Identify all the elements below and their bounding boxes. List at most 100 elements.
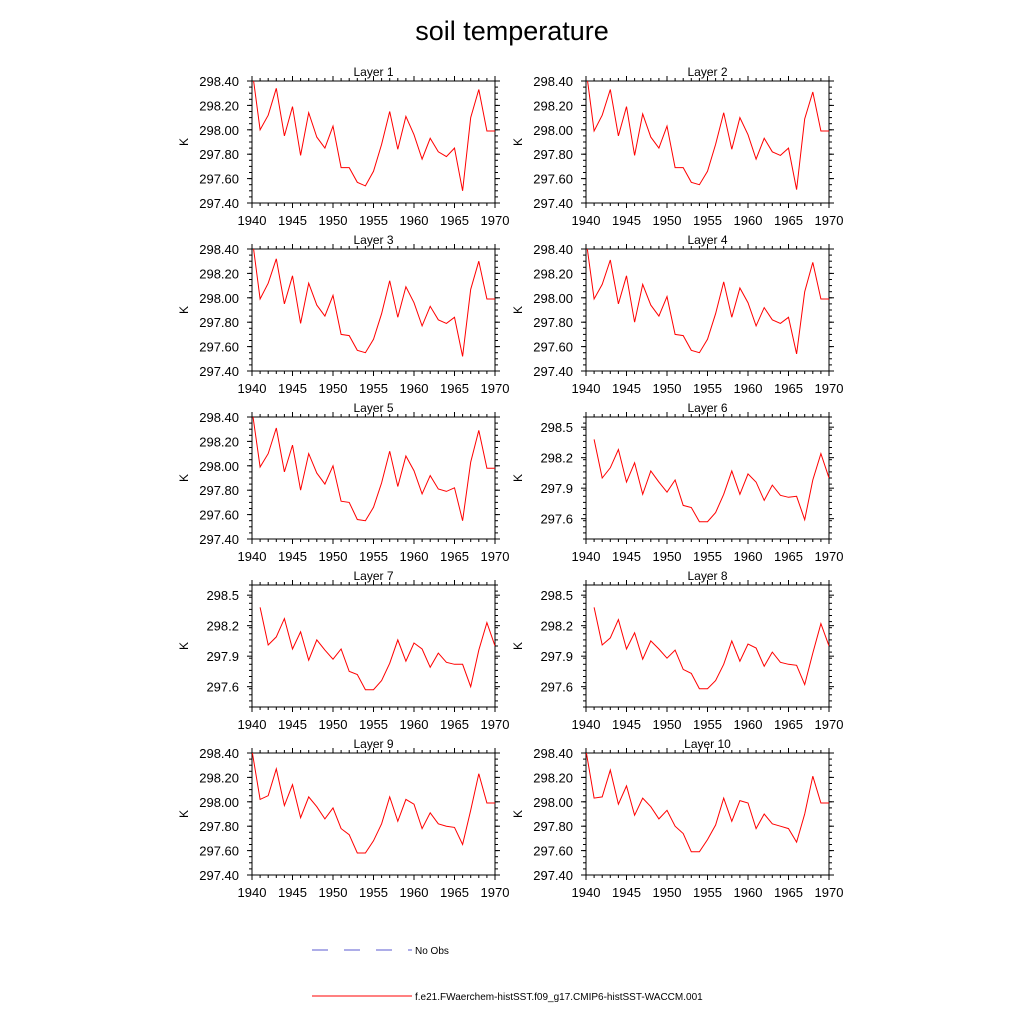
x-tick-label: 1970 (815, 213, 844, 228)
series-line (593, 439, 829, 523)
y-tick-label: 298.00 (199, 123, 239, 138)
y-tick-label: 298.5 (540, 420, 573, 435)
series-line (259, 607, 495, 691)
y-tick-label: 298.40 (533, 746, 573, 761)
x-tick-label: 1940 (572, 885, 601, 900)
x-tick-label: 1965 (774, 885, 803, 900)
y-tick-label: 298.20 (533, 266, 573, 281)
y-tick-label: 297.40 (533, 196, 573, 211)
x-tick-label: 1940 (238, 549, 267, 564)
x-tick-label: 1940 (238, 717, 267, 732)
y-tick-label: 298.00 (199, 459, 239, 474)
y-tick-label: 297.60 (533, 340, 573, 355)
plot-frame (585, 80, 830, 204)
y-tick-label: 297.60 (533, 844, 573, 859)
y-axis-label: K (177, 474, 191, 482)
x-tick-label: 1950 (653, 381, 682, 396)
x-tick-label: 1945 (278, 381, 307, 396)
x-tick-label: 1955 (359, 549, 388, 564)
x-tick-label: 1965 (774, 381, 803, 396)
series-line (593, 607, 829, 690)
x-tick-label: 1955 (693, 717, 722, 732)
y-tick-label: 298.20 (533, 98, 573, 113)
y-tick-label: 297.60 (199, 844, 239, 859)
y-axis-label: K (511, 642, 525, 650)
y-tick-label: 298.40 (199, 242, 239, 257)
x-tick-label: 1940 (238, 213, 267, 228)
panel-title: Layer 1 (353, 65, 393, 79)
x-tick-label: 1950 (319, 717, 348, 732)
y-tick-label: 298.20 (199, 434, 239, 449)
series-line (253, 249, 495, 357)
x-tick-label: 1960 (734, 381, 763, 396)
y-tick-label: 297.6 (540, 512, 573, 527)
y-tick-label: 298.00 (533, 795, 573, 810)
y-tick-label: 297.40 (199, 196, 239, 211)
plot-frame (251, 248, 496, 372)
y-axis-label: K (177, 306, 191, 314)
x-tick-label: 1945 (278, 213, 307, 228)
y-tick-label: 297.80 (199, 147, 239, 162)
y-axis-label: K (511, 306, 525, 314)
y-tick-label: 297.60 (199, 340, 239, 355)
panels-area: Layer 1 297.40 297.60 297.80 298.00 298.20 298… (177, 65, 843, 900)
y-tick-label: 298.5 (540, 588, 573, 603)
plot-frame (251, 584, 496, 708)
x-tick-label: 1960 (400, 381, 429, 396)
x-tick-label: 1945 (278, 885, 307, 900)
y-tick-label: 297.80 (533, 147, 573, 162)
y-tick-label: 297.9 (540, 481, 573, 496)
x-tick-label: 1965 (774, 549, 803, 564)
x-tick-label: 1965 (440, 885, 469, 900)
x-tick-label: 1970 (481, 549, 510, 564)
x-tick-label: 1955 (693, 885, 722, 900)
x-tick-label: 1960 (400, 717, 429, 732)
y-tick-label: 298.40 (199, 74, 239, 89)
series-line (586, 753, 829, 853)
panel-layer-5: Layer 5 297.40 297.60 297.80 298.00 298.20 298… (177, 401, 509, 564)
y-tick-label: 297.40 (533, 364, 573, 379)
y-tick-label: 297.6 (540, 680, 573, 695)
y-tick-label: 298.20 (199, 98, 239, 113)
x-tick-label: 1950 (653, 717, 682, 732)
plot-frame (585, 416, 830, 540)
panel-title: Layer 8 (687, 569, 727, 583)
y-tick-label: 298.00 (199, 291, 239, 306)
x-tick-label: 1955 (359, 717, 388, 732)
x-tick-label: 1950 (653, 213, 682, 228)
x-tick-label: 1955 (359, 213, 388, 228)
y-tick-label: 297.6 (206, 680, 239, 695)
y-tick-label: 298.00 (533, 291, 573, 306)
y-tick-label: 298.20 (199, 770, 239, 785)
x-tick-label: 1955 (693, 549, 722, 564)
panel-layer-8: Layer 8 297.6 297.9 298.2 298.5 1940 1945 1950 1… (511, 569, 843, 732)
x-tick-label: 1970 (815, 381, 844, 396)
series-line (586, 249, 829, 355)
x-tick-label: 1940 (572, 717, 601, 732)
y-tick-label: 298.40 (533, 242, 573, 257)
y-axis-label: K (511, 810, 525, 818)
y-tick-label: 298.40 (199, 410, 239, 425)
x-tick-label: 1965 (440, 213, 469, 228)
x-tick-label: 1965 (774, 717, 803, 732)
legend: No Obs f.e21.FWaerchem-histSST.f09_g17.C… (312, 946, 703, 1003)
x-tick-label: 1940 (238, 885, 267, 900)
x-tick-label: 1945 (612, 381, 641, 396)
panel-title: Layer 5 (353, 401, 393, 415)
y-tick-label: 298.2 (206, 619, 239, 634)
x-tick-label: 1965 (440, 549, 469, 564)
panel-layer-3: Layer 3 297.40 297.60 297.80 298.00 298.20 298… (177, 233, 509, 396)
x-tick-label: 1950 (653, 549, 682, 564)
series-line (252, 417, 495, 522)
x-tick-label: 1945 (278, 717, 307, 732)
y-axis-label: K (177, 642, 191, 650)
y-tick-label: 298.20 (533, 770, 573, 785)
y-tick-label: 297.40 (199, 364, 239, 379)
y-tick-label: 297.9 (540, 649, 573, 664)
plot-frame (251, 416, 496, 540)
x-tick-label: 1945 (612, 549, 641, 564)
panel-layer-10: Layer 10 297.40 297.60 297.80 298.00 298.20 29… (511, 737, 843, 900)
x-tick-label: 1960 (734, 213, 763, 228)
x-tick-label: 1970 (815, 549, 844, 564)
panel-title: Layer 3 (353, 233, 393, 247)
